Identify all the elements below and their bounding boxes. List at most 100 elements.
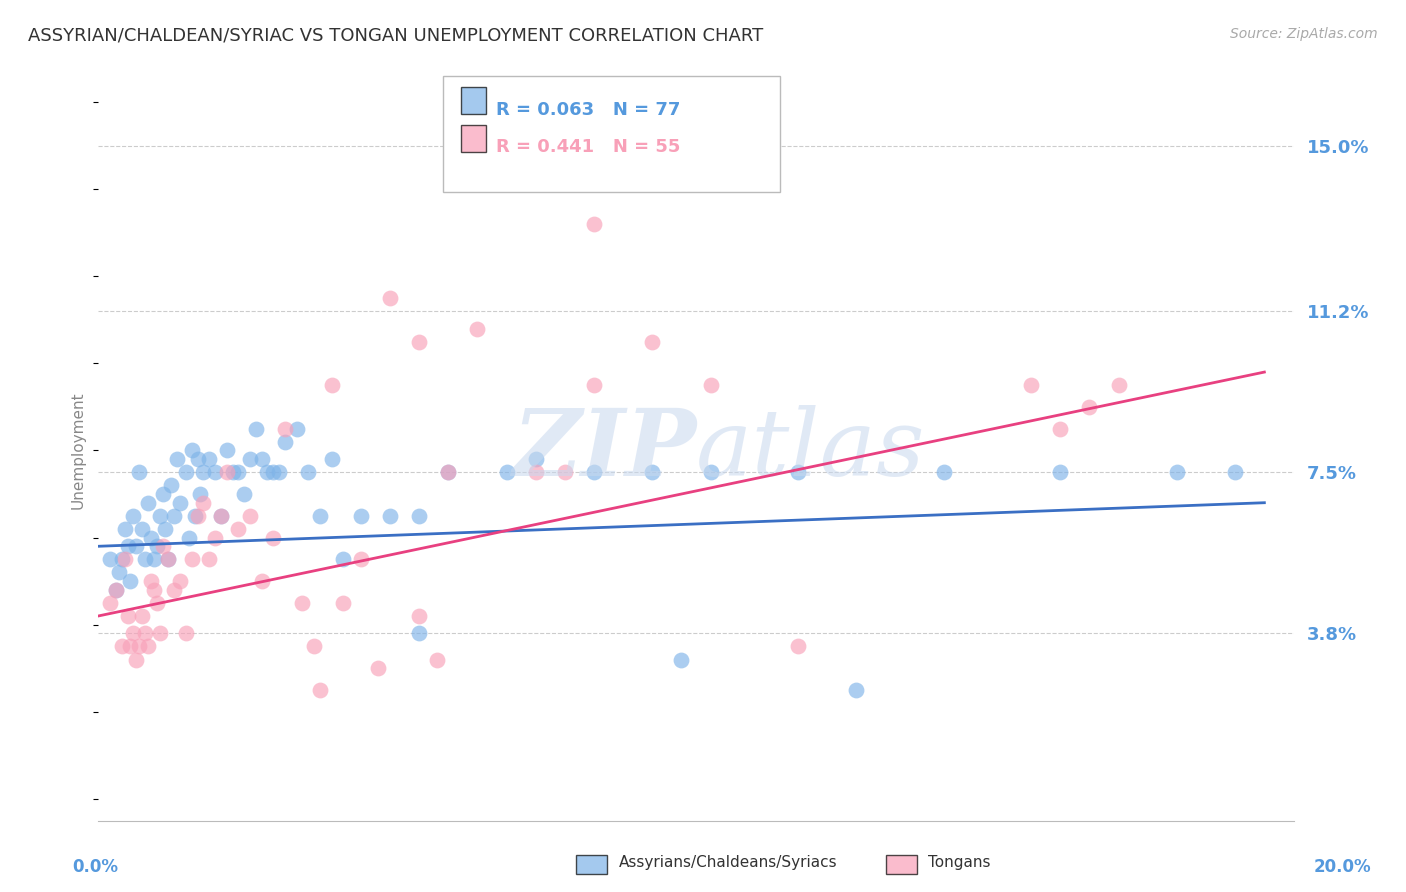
- Text: ZIP: ZIP: [512, 406, 696, 495]
- Point: [117, 609, 139, 624]
- Point: [350, 508, 373, 523]
- Point: [425, 652, 447, 666]
- Point: [169, 574, 191, 588]
- Point: [169, 496, 191, 510]
- Point: [350, 552, 373, 566]
- Point: [1078, 400, 1101, 414]
- Point: [671, 652, 693, 666]
- Point: [274, 422, 297, 436]
- Point: [209, 508, 232, 523]
- Point: [155, 522, 177, 536]
- Text: ASSYRIAN/CHALDEAN/SYRIAC VS TONGAN UNEMPLOYMENT CORRELATION CHART: ASSYRIAN/CHALDEAN/SYRIAC VS TONGAN UNEMP…: [28, 27, 763, 45]
- Point: [554, 465, 576, 479]
- Point: [128, 640, 150, 654]
- Point: [98, 552, 121, 566]
- Point: [582, 217, 605, 231]
- Point: [111, 640, 134, 654]
- Point: [495, 465, 517, 479]
- Point: [142, 582, 165, 597]
- Point: [180, 443, 202, 458]
- Point: [134, 626, 156, 640]
- Point: [174, 626, 197, 640]
- Point: [1166, 465, 1188, 479]
- Point: [787, 640, 810, 654]
- Point: [209, 508, 232, 523]
- Point: [845, 683, 868, 698]
- Point: [131, 522, 153, 536]
- Point: [239, 508, 262, 523]
- Text: R = 0.441   N = 55: R = 0.441 N = 55: [496, 138, 681, 156]
- Point: [269, 465, 291, 479]
- Point: [122, 626, 145, 640]
- Point: [163, 508, 186, 523]
- Point: [1108, 378, 1130, 392]
- Point: [221, 465, 243, 479]
- Point: [408, 508, 430, 523]
- Y-axis label: Unemployment: Unemployment: [70, 392, 86, 509]
- Point: [1225, 465, 1247, 479]
- Point: [139, 531, 162, 545]
- Text: Tongans: Tongans: [928, 855, 990, 870]
- Point: [332, 552, 354, 566]
- Point: [163, 582, 186, 597]
- Point: [524, 452, 547, 467]
- Point: [302, 640, 325, 654]
- Point: [198, 452, 221, 467]
- Point: [262, 531, 284, 545]
- Text: 20.0%: 20.0%: [1315, 858, 1371, 876]
- Point: [193, 496, 215, 510]
- Text: Source: ZipAtlas.com: Source: ZipAtlas.com: [1230, 27, 1378, 41]
- Point: [145, 596, 167, 610]
- Point: [139, 574, 162, 588]
- Point: [1049, 422, 1071, 436]
- Point: [228, 522, 250, 536]
- Point: [641, 465, 664, 479]
- Point: [166, 452, 188, 467]
- Point: [250, 452, 273, 467]
- Point: [582, 465, 605, 479]
- Point: [111, 552, 134, 566]
- Point: [104, 582, 127, 597]
- Point: [117, 539, 139, 553]
- Point: [309, 508, 332, 523]
- Point: [274, 434, 297, 449]
- Point: [467, 321, 489, 335]
- Point: [160, 478, 183, 492]
- Point: [198, 552, 221, 566]
- Point: [239, 452, 262, 467]
- Point: [142, 552, 165, 566]
- Point: [285, 422, 308, 436]
- Point: [125, 652, 148, 666]
- Point: [152, 539, 174, 553]
- Point: [190, 487, 212, 501]
- Point: [467, 161, 489, 175]
- Point: [641, 334, 664, 349]
- Point: [228, 465, 250, 479]
- Point: [98, 596, 121, 610]
- Point: [149, 626, 172, 640]
- Point: [134, 552, 156, 566]
- Point: [262, 465, 284, 479]
- Point: [787, 465, 810, 479]
- Point: [256, 465, 278, 479]
- Point: [152, 487, 174, 501]
- Point: [114, 552, 136, 566]
- Point: [108, 566, 131, 580]
- Point: [186, 452, 208, 467]
- Point: [245, 422, 267, 436]
- Point: [378, 508, 401, 523]
- Point: [321, 378, 343, 392]
- Text: R = 0.063   N = 77: R = 0.063 N = 77: [496, 101, 681, 119]
- Point: [699, 465, 721, 479]
- Point: [157, 552, 180, 566]
- Point: [437, 465, 460, 479]
- Point: [408, 626, 430, 640]
- Point: [104, 582, 127, 597]
- Point: [215, 443, 238, 458]
- Point: [193, 465, 215, 479]
- Point: [183, 508, 205, 523]
- Text: atlas: atlas: [696, 406, 925, 495]
- Point: [297, 465, 319, 479]
- Point: [157, 552, 180, 566]
- Point: [186, 508, 208, 523]
